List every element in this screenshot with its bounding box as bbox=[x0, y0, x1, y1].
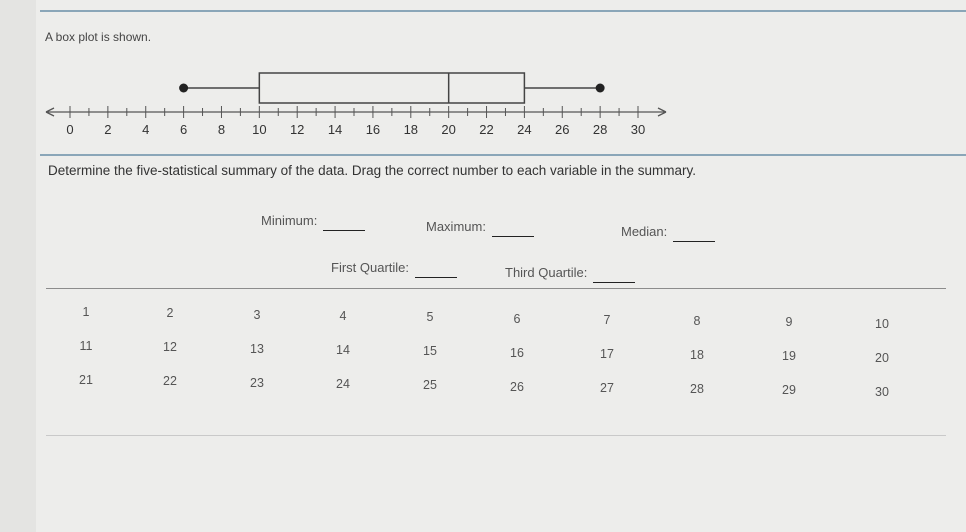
first-quartile-drop-target[interactable] bbox=[415, 276, 458, 278]
draggable-number-13[interactable]: 13 bbox=[250, 341, 264, 356]
axis-tick-label: 16 bbox=[366, 122, 380, 137]
draggable-number-30[interactable]: 30 bbox=[875, 384, 889, 399]
draggable-number-21[interactable]: 21 bbox=[79, 373, 93, 387]
draggable-number-22[interactable]: 22 bbox=[163, 374, 177, 389]
minimum-label: Minimum: bbox=[261, 213, 318, 228]
minimum-drop-target[interactable] bbox=[323, 229, 366, 231]
axis-tick-label: 10 bbox=[252, 122, 266, 137]
draggable-number-27[interactable]: 27 bbox=[600, 380, 614, 395]
draggable-number-6[interactable]: 6 bbox=[513, 311, 521, 326]
axis-tick-label: 28 bbox=[593, 122, 607, 137]
axis-tick-label: 12 bbox=[290, 122, 304, 137]
draggable-number-5[interactable]: 5 bbox=[426, 310, 434, 325]
median-label: Median: bbox=[621, 224, 668, 239]
minimum-point bbox=[179, 83, 189, 93]
first-quartile-slot[interactable]: First Quartile: bbox=[331, 260, 458, 278]
axis-tick-label: 14 bbox=[328, 122, 342, 137]
draggable-number-29[interactable]: 29 bbox=[782, 383, 796, 398]
draggable-number-2[interactable]: 2 bbox=[166, 306, 174, 321]
axis-tick-label: 0 bbox=[66, 122, 73, 137]
axis-tick-label: 30 bbox=[631, 122, 645, 137]
draggable-number-10[interactable]: 10 bbox=[875, 316, 889, 331]
draggable-number-20[interactable]: 20 bbox=[875, 350, 889, 365]
draggable-number-1[interactable]: 1 bbox=[82, 305, 90, 319]
instruction-text: Determine the five-statistical summary o… bbox=[48, 163, 697, 178]
number-bank: 1 2 3 4 5 6 7 8 9 10 11 12 13 14 15 16 17 18 19 20 21 22 23 24 2… bbox=[46, 288, 946, 436]
box-plot-marks bbox=[179, 72, 605, 104]
axis-tick-label: 24 bbox=[517, 122, 531, 137]
draggable-number-4[interactable]: 4 bbox=[339, 308, 347, 323]
minimum-slot[interactable]: Minimum: bbox=[261, 213, 366, 231]
maximum-slot[interactable]: Maximum: bbox=[426, 219, 534, 237]
axis-tick-label: 18 bbox=[404, 122, 418, 137]
maximum-label: Maximum: bbox=[426, 219, 486, 234]
axis-right-arrow bbox=[657, 107, 667, 117]
median-slot[interactable]: Median: bbox=[621, 224, 716, 242]
first-quartile-label: First Quartile: bbox=[331, 260, 410, 275]
draggable-number-24[interactable]: 24 bbox=[336, 376, 350, 391]
axis-tick-label: 26 bbox=[555, 122, 569, 137]
draggable-number-8[interactable]: 8 bbox=[693, 314, 701, 329]
draggable-number-12[interactable]: 12 bbox=[163, 340, 177, 355]
draggable-number-19[interactable]: 19 bbox=[782, 349, 796, 364]
section-divider bbox=[40, 154, 966, 156]
draggable-number-17[interactable]: 17 bbox=[600, 346, 614, 361]
interquartile-box bbox=[258, 72, 526, 104]
axis-tick-label: 6 bbox=[180, 122, 187, 137]
axis-tick-label: 20 bbox=[441, 122, 455, 137]
draggable-number-23[interactable]: 23 bbox=[250, 375, 264, 390]
third-quartile-label: Third Quartile: bbox=[505, 265, 588, 280]
draggable-number-14[interactable]: 14 bbox=[336, 342, 350, 357]
draggable-number-16[interactable]: 16 bbox=[510, 345, 524, 360]
axis-tick-label: 8 bbox=[218, 122, 225, 137]
draggable-number-11[interactable]: 11 bbox=[79, 339, 93, 353]
third-quartile-slot[interactable]: Third Quartile: bbox=[505, 265, 636, 283]
box-plot: 0 2 4 6 8 10 12 14 16 18 20 22 24 26 28 30 bbox=[45, 72, 667, 137]
draggable-number-26[interactable]: 26 bbox=[510, 379, 524, 394]
number-line-axis: 0 2 4 6 8 10 12 14 16 18 20 22 24 26 28 30 bbox=[45, 106, 667, 137]
top-divider bbox=[40, 10, 966, 12]
prompt-text: A box plot is shown. bbox=[45, 30, 152, 44]
axis-tick-label: 4 bbox=[142, 122, 149, 137]
draggable-number-3[interactable]: 3 bbox=[253, 307, 261, 322]
axis-left-arrow bbox=[45, 107, 55, 117]
maximum-drop-target[interactable] bbox=[491, 235, 534, 237]
median-drop-target[interactable] bbox=[673, 240, 716, 242]
axis-tick-label: 2 bbox=[104, 122, 111, 137]
axis-tick-label: 22 bbox=[479, 122, 493, 137]
draggable-number-28[interactable]: 28 bbox=[690, 382, 704, 397]
draggable-number-7[interactable]: 7 bbox=[603, 312, 611, 327]
draggable-number-18[interactable]: 18 bbox=[690, 348, 704, 363]
draggable-number-9[interactable]: 9 bbox=[785, 315, 793, 330]
maximum-point bbox=[595, 83, 605, 93]
third-quartile-drop-target[interactable] bbox=[593, 281, 636, 283]
draggable-number-15[interactable]: 15 bbox=[423, 344, 437, 359]
draggable-number-25[interactable]: 25 bbox=[423, 378, 437, 393]
